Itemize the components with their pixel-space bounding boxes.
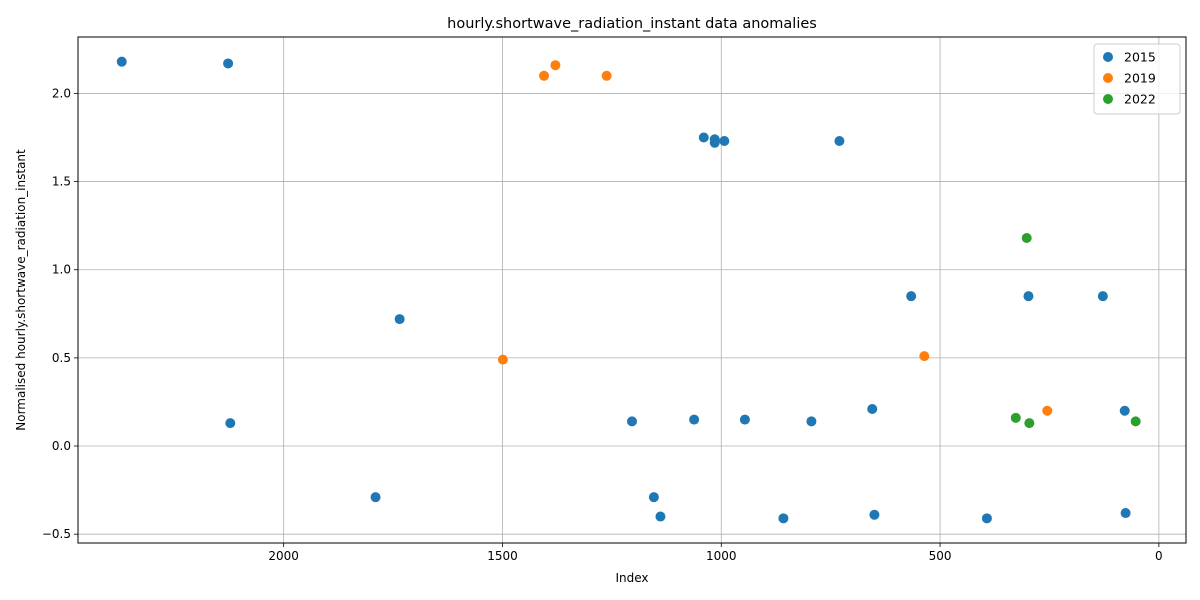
data-point-2019 xyxy=(539,70,550,81)
y-tick-label: 1.5 xyxy=(52,175,71,189)
data-point-2015 xyxy=(627,416,637,427)
data-point-2019 xyxy=(1042,405,1053,416)
data-point-2015 xyxy=(1023,291,1034,302)
series-2019 xyxy=(497,60,1053,416)
y-tick-label: 0.5 xyxy=(52,351,71,365)
data-point-2015 xyxy=(869,509,880,520)
data-point-2015 xyxy=(981,513,992,524)
data-points xyxy=(116,56,1141,524)
data-point-2015 xyxy=(698,132,709,143)
series-2015 xyxy=(116,56,1131,524)
data-point-2019 xyxy=(919,351,930,362)
x-tick-label: 500 xyxy=(929,549,952,563)
y-tick-label: 0.0 xyxy=(52,439,71,453)
data-point-2015 xyxy=(719,136,730,147)
chart-title: hourly.shortwave_radiation_instant data … xyxy=(447,16,817,32)
x-tick-label: 2000 xyxy=(268,549,299,563)
data-point-2019 xyxy=(601,70,612,81)
y-axis-label: Normalised hourly.shortwave_radiation_in… xyxy=(14,149,28,431)
legend-label: 2015 xyxy=(1124,50,1156,65)
legend: 2015 2019 2022 xyxy=(1093,43,1181,115)
axis-ticks: 2000 1500 1000 500 0 −0.5 0.0 0.5 1.0 1.5 2.0 xyxy=(42,86,1163,563)
data-point-2022 xyxy=(1130,416,1141,427)
x-tick-label: 1000 xyxy=(706,549,737,563)
data-point-2015 xyxy=(116,56,127,67)
plot-area-frame xyxy=(77,36,1187,544)
legend-label: 2019 xyxy=(1124,71,1156,86)
data-point-2022 xyxy=(1010,412,1021,423)
data-point-2015 xyxy=(225,418,236,429)
data-point-2015 xyxy=(867,404,878,415)
data-point-2015 xyxy=(906,291,917,302)
data-point-2015 xyxy=(370,492,381,503)
legend-marker xyxy=(1103,52,1113,62)
x-axis-label: Index xyxy=(615,571,648,585)
x-tick-label: 0 xyxy=(1155,549,1163,563)
grid-lines xyxy=(78,37,1186,543)
data-point-2015 xyxy=(1120,508,1131,519)
legend-marker xyxy=(1103,73,1113,83)
data-point-2022 xyxy=(1021,232,1032,243)
data-point-2015 xyxy=(806,416,817,427)
y-tick-label: −0.5 xyxy=(42,527,71,541)
legend-box xyxy=(1093,43,1181,115)
series-2022 xyxy=(1010,232,1141,429)
data-point-2015 xyxy=(739,414,750,425)
data-point-2015 xyxy=(689,414,700,425)
data-point-2015 xyxy=(709,134,720,145)
data-point-2015 xyxy=(834,136,845,147)
data-point-2022 xyxy=(1024,418,1035,429)
data-point-2015 xyxy=(394,314,405,325)
data-point-2015 xyxy=(655,511,666,522)
data-point-2015 xyxy=(223,58,234,69)
legend-marker xyxy=(1103,94,1113,104)
legend-label: 2022 xyxy=(1124,92,1156,107)
y-tick-label: 2.0 xyxy=(52,86,71,100)
x-tick-label: 1500 xyxy=(487,549,518,563)
data-point-2019 xyxy=(497,354,508,365)
data-point-2019 xyxy=(550,60,561,71)
data-point-2015 xyxy=(648,492,659,503)
data-point-2015 xyxy=(1119,405,1130,416)
data-point-2015 xyxy=(778,513,789,524)
y-tick-label: 1.0 xyxy=(52,263,71,277)
data-point-2015 xyxy=(1097,291,1108,302)
